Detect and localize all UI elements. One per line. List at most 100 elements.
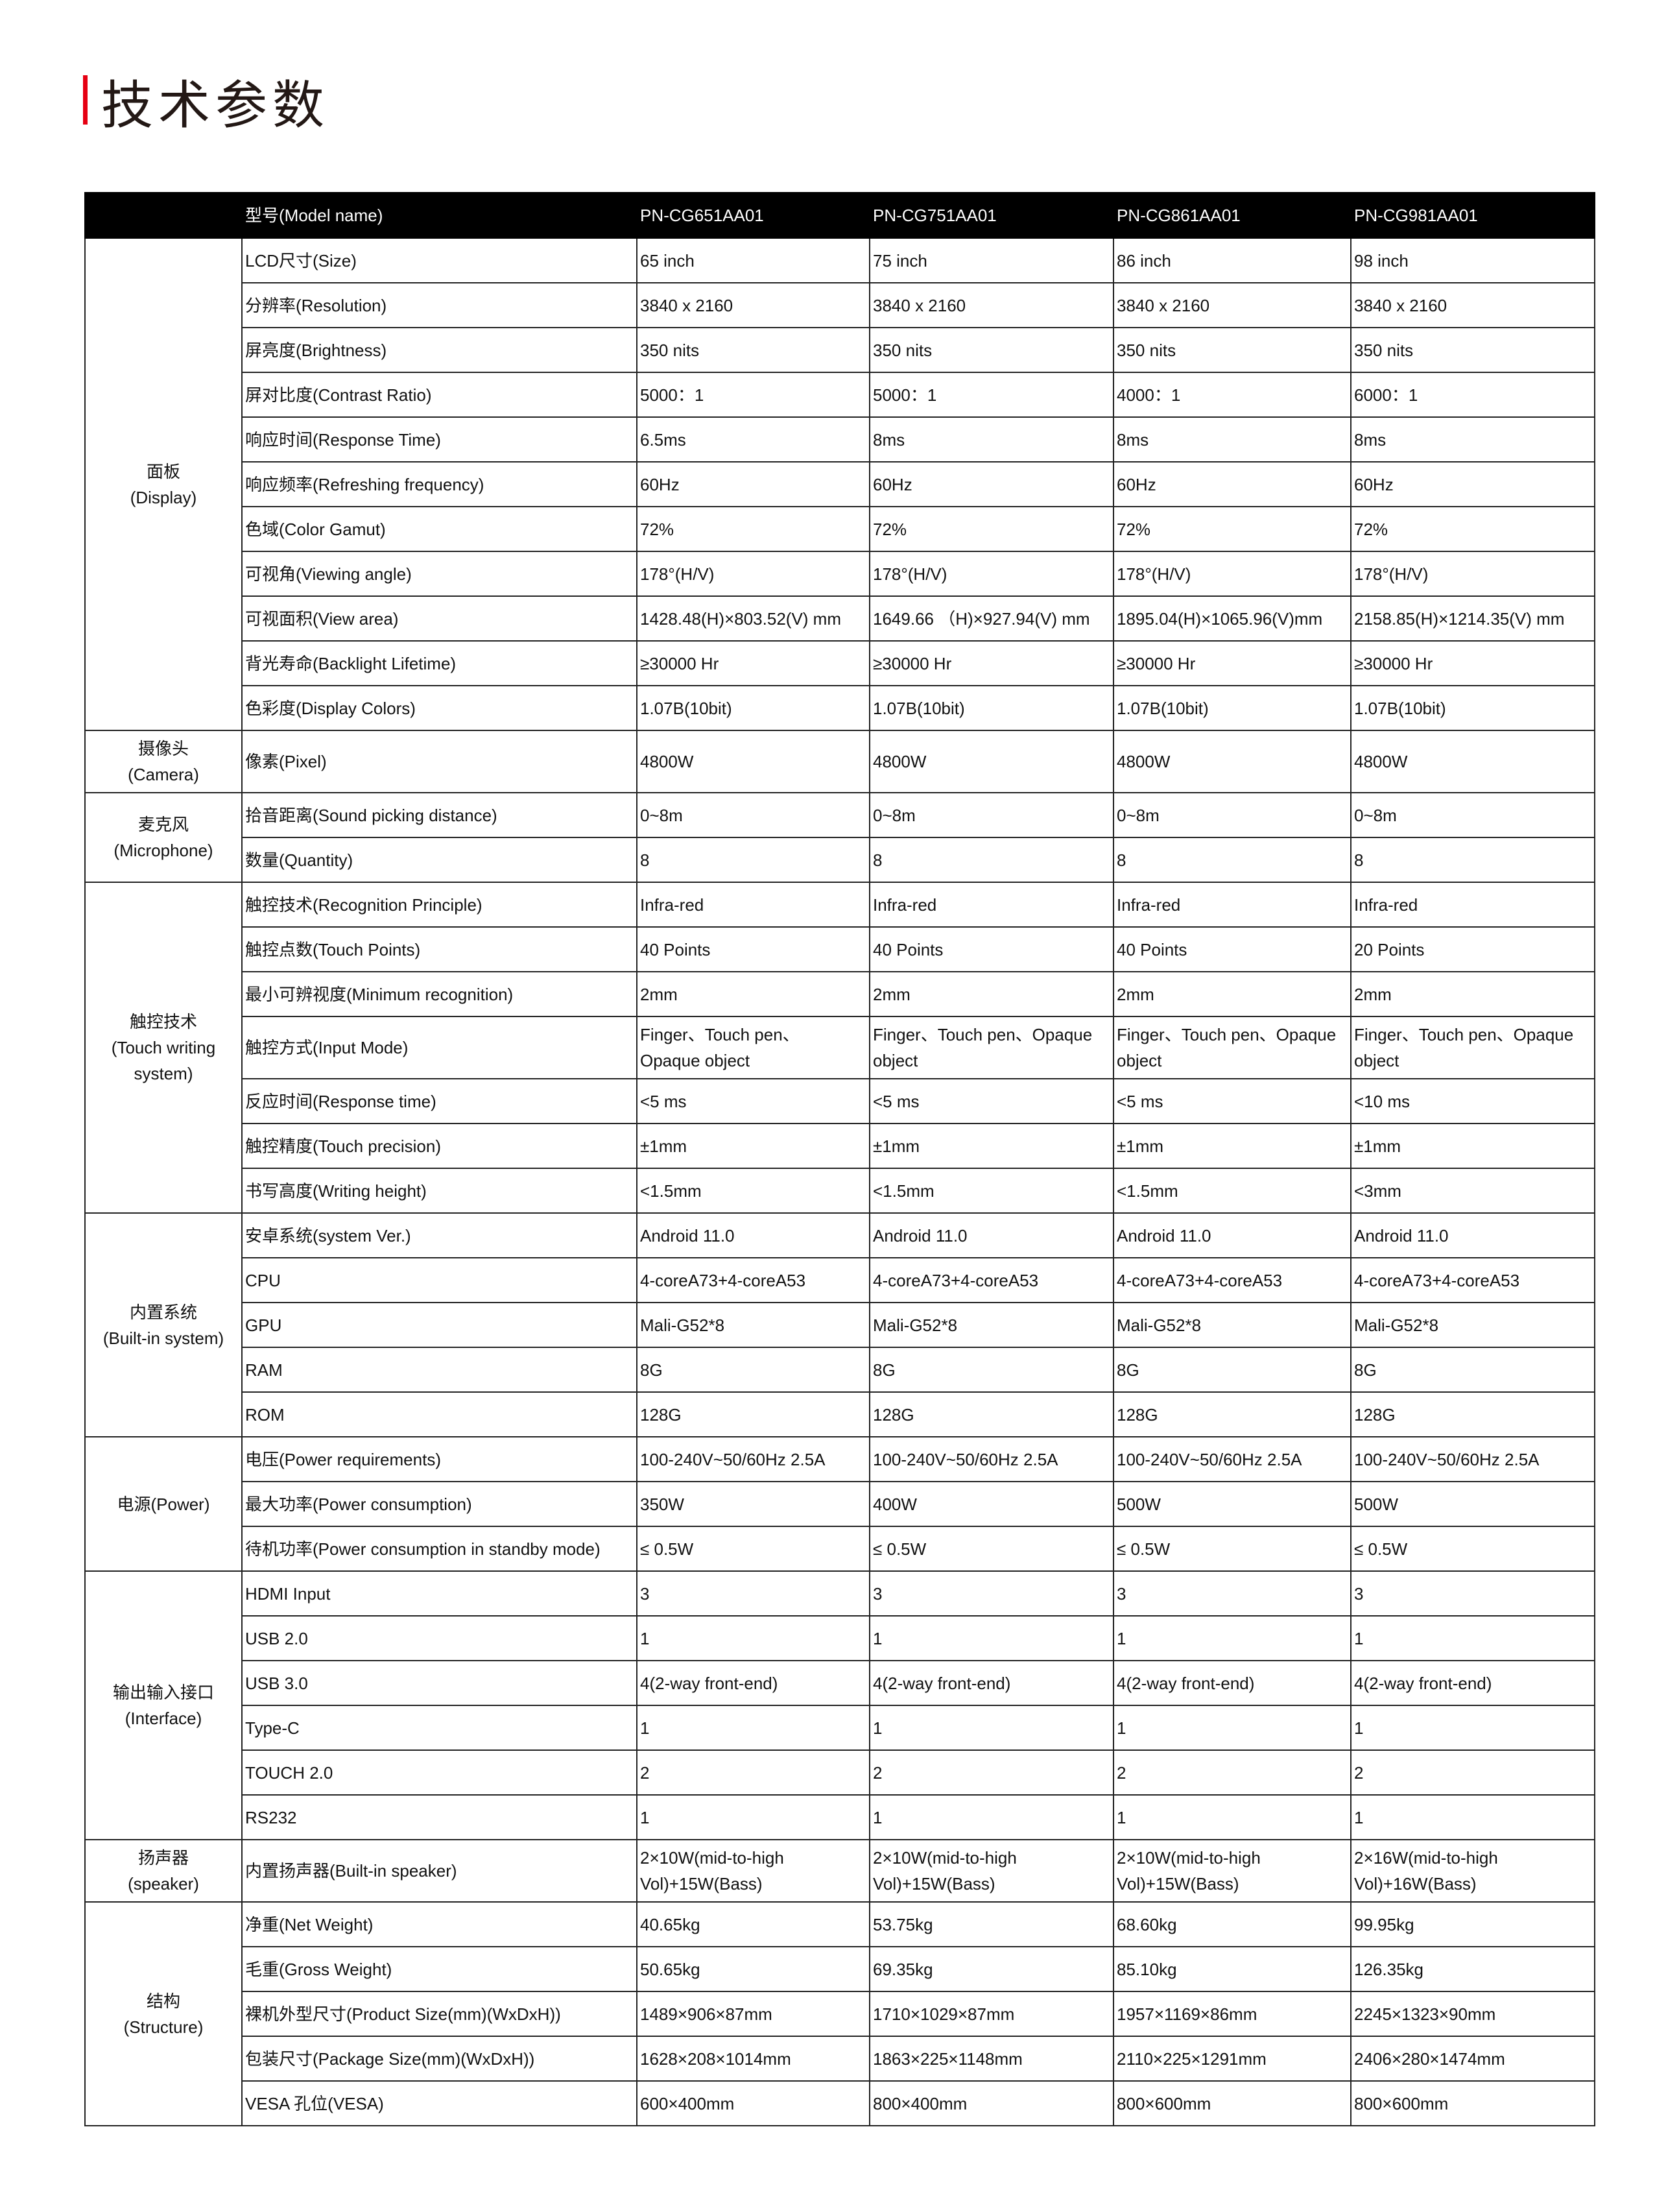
table-row: 最小可辨视度(Minimum recognition) 2mm 2mm 2mm 2mm xyxy=(85,971,1595,1017)
spec-value: 72% xyxy=(1350,506,1595,552)
spec-label: RAM xyxy=(241,1347,637,1393)
spec-label: 最大功率(Power consumption) xyxy=(241,1481,637,1527)
group-label: 面板 (Display) xyxy=(84,237,243,731)
spec-value: 8 xyxy=(1350,837,1595,883)
table-row: 毛重(Gross Weight) 50.65kg 69.35kg 85.10kg 126… xyxy=(85,1946,1595,1992)
spec-value: 3840 x 2160 xyxy=(869,282,1114,328)
header-model: PN-CG751AA01 xyxy=(869,192,1114,239)
spec-value: 40 Points xyxy=(1113,926,1352,972)
spec-value: Android 11.0 xyxy=(636,1212,870,1258)
spec-value: 8G xyxy=(1113,1347,1352,1393)
spec-label: 最小可辨视度(Minimum recognition) xyxy=(241,971,637,1017)
spec-value: 40 Points xyxy=(869,926,1114,972)
spec-label: 净重(Net Weight) xyxy=(241,1901,637,1947)
spec-value: 4-coreA73+4-coreA53 xyxy=(1350,1257,1595,1303)
spec-value: 1 xyxy=(636,1794,870,1840)
spec-label: 电压(Power requirements) xyxy=(241,1436,637,1482)
group-label: 摄像头 (Camera) xyxy=(84,730,243,793)
spec-value: 1.07B(10bit) xyxy=(1113,685,1352,731)
spec-value: 2 xyxy=(869,1749,1114,1796)
header-model: PN-CG861AA01 xyxy=(1113,192,1352,239)
spec-value: Finger、Touch pen、Opaque object xyxy=(1350,1016,1595,1079)
table-row: 反应时间(Response time) <5 ms <5 ms <5 ms <10 ms xyxy=(85,1078,1595,1124)
spec-value: <5 ms xyxy=(869,1078,1114,1124)
spec-value: 2158.85(H)×1214.35(V) mm xyxy=(1350,595,1595,642)
spec-value: 0~8m xyxy=(1350,792,1595,838)
table-row: 屏亮度(Brightness) 350 nits 350 nits 350 nits 3… xyxy=(85,327,1595,373)
group-label: 电源(Power) xyxy=(84,1436,243,1572)
header-model-label: 型号(Model name) xyxy=(241,192,637,239)
table-row: 输出输入接口 (Interface) HDMI Input 3 3 3 3 xyxy=(84,1570,1595,1840)
spec-value: 128G xyxy=(1350,1391,1595,1437)
spec-value: 1.07B(10bit) xyxy=(636,685,870,731)
spec-label: USB 2.0 xyxy=(241,1615,637,1661)
spec-value: 178°(H/V) xyxy=(869,551,1114,597)
spec-value: 1 xyxy=(1113,1705,1352,1751)
spec-value: 72% xyxy=(636,506,870,552)
spec-value: 2mm xyxy=(1113,971,1352,1017)
spec-value: 4-coreA73+4-coreA53 xyxy=(869,1257,1114,1303)
spec-value: 0~8m xyxy=(1113,792,1352,838)
spec-value: 4-coreA73+4-coreA53 xyxy=(636,1257,870,1303)
spec-value: 2mm xyxy=(636,971,870,1017)
spec-value: 8G xyxy=(636,1347,870,1393)
spec-value: Mali-G52*8 xyxy=(1350,1302,1595,1348)
spec-value: 1 xyxy=(1113,1615,1352,1661)
spec-value: 72% xyxy=(1113,506,1352,552)
spec-value: Finger、Touch pen、Opaque object xyxy=(1113,1016,1352,1079)
spec-label: 反应时间(Response time) xyxy=(241,1078,637,1124)
spec-value: 500W xyxy=(1350,1481,1595,1527)
spec-label: HDMI Input xyxy=(241,1570,637,1617)
spec-label: 毛重(Gross Weight) xyxy=(241,1946,637,1992)
table-row: 最大功率(Power consumption) 350W 400W 500W 500W xyxy=(85,1481,1595,1527)
spec-value: Android 11.0 xyxy=(869,1212,1114,1258)
table-row: 触控方式(Input Mode) Finger、Touch pen、 Opaque … xyxy=(85,1016,1595,1079)
spec-label: 包装尺寸(Package Size(mm)(WxDxH)) xyxy=(241,2036,637,2082)
header-model: PN-CG651AA01 xyxy=(636,192,870,239)
spec-value: 500W xyxy=(1113,1481,1352,1527)
table-row: 电源(Power) 电压(Power requirements) 100-240V~… xyxy=(84,1436,1595,1572)
spec-value: 1649.66 （H)×927.94(V) mm xyxy=(869,595,1114,642)
spec-label: 响应频率(Refreshing frequency) xyxy=(241,461,637,507)
spec-value: 4800W xyxy=(636,730,870,793)
spec-value: <3mm xyxy=(1350,1168,1595,1214)
table-row: 分辨率(Resolution) 3840 x 2160 3840 x 2160 384… xyxy=(85,282,1595,328)
table-row: CPU 4-coreA73+4-coreA53 4-coreA73+4-coreA5… xyxy=(85,1257,1595,1303)
spec-value: 3840 x 2160 xyxy=(1113,282,1352,328)
spec-label: 内置扬声器(Built-in speaker) xyxy=(241,1839,637,1903)
spec-value: ≥30000 Hr xyxy=(1350,640,1595,686)
table-row: 面板 (Display) LCD尺寸(Size) 65 inch 75 inch 86 i… xyxy=(84,237,1595,731)
spec-value: ≥30000 Hr xyxy=(869,640,1114,686)
table-row: 结构 (Structure) 净重(Net Weight) 40.65kg 53.75k… xyxy=(84,1901,1595,2126)
spec-value: 5000：1 xyxy=(869,372,1114,418)
spec-value: 68.60kg xyxy=(1113,1901,1352,1947)
spec-value: 1 xyxy=(636,1705,870,1751)
header-blank xyxy=(84,192,243,239)
spec-value: 5000：1 xyxy=(636,372,870,418)
spec-label: 像素(Pixel) xyxy=(241,730,637,793)
spec-value: 60Hz xyxy=(869,461,1114,507)
page-title: 技术参数 xyxy=(101,77,329,134)
spec-label: LCD尺寸(Size) xyxy=(241,237,637,283)
spec-label: 触控点数(Touch Points) xyxy=(241,926,637,972)
spec-value: 350 nits xyxy=(636,327,870,373)
spec-value: 100-240V~50/60Hz 2.5A xyxy=(869,1436,1114,1482)
spec-value: 1.07B(10bit) xyxy=(869,685,1114,731)
spec-value: 178°(H/V) xyxy=(1113,551,1352,597)
spec-value: 178°(H/V) xyxy=(1350,551,1595,597)
spec-value: Infra-red xyxy=(1350,882,1595,928)
title-accent-bar xyxy=(83,75,88,125)
spec-label: 背光寿命(Backlight Lifetime) xyxy=(241,640,637,686)
spec-value: Finger、Touch pen、 Opaque object xyxy=(636,1016,870,1079)
table-row: 触控技术 (Touch writing system) 触控技术(Recognitio… xyxy=(84,882,1595,1214)
spec-value: ±1mm xyxy=(1350,1123,1595,1169)
spec-value: 178°(H/V) xyxy=(636,551,870,597)
spec-label: TOUCH 2.0 xyxy=(241,1749,637,1796)
spec-value: 1428.48(H)×803.52(V) mm xyxy=(636,595,870,642)
table-row: TOUCH 2.0 2 2 2 2 xyxy=(85,1749,1595,1796)
spec-value: ±1mm xyxy=(636,1123,870,1169)
spec-value: ±1mm xyxy=(869,1123,1114,1169)
spec-value: <5 ms xyxy=(636,1078,870,1124)
spec-label: 屏对比度(Contrast Ratio) xyxy=(241,372,637,418)
spec-value: 1863×225×1148mm xyxy=(869,2036,1114,2082)
